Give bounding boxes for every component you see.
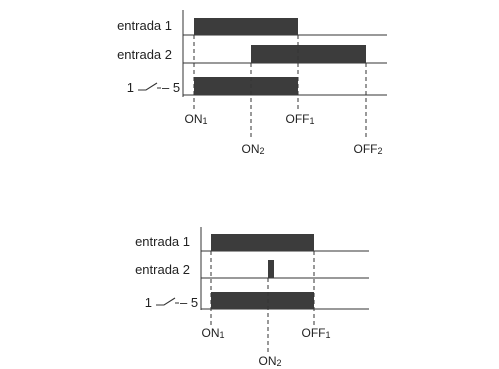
marker-off1: OFF1: [285, 112, 314, 126]
row-label-output-left: 1: [127, 80, 134, 95]
row-label-entrada-2: entrada 2: [135, 262, 190, 277]
row-label-entrada-1: entrada 1: [117, 18, 172, 33]
row-label-entrada-1: entrada 1: [135, 234, 190, 249]
pulse-output: [194, 77, 298, 95]
pulse-entrada-2: [268, 260, 274, 278]
row-label-entrada-2: entrada 2: [117, 47, 172, 62]
switch-contact-icon: [156, 297, 179, 306]
timing-diagram-top: entrada 1 entrada 2 1 – 5 ON1 ON2 OFF1 O…: [117, 10, 387, 156]
marker-off1: OFF1: [301, 326, 330, 340]
switch-contact-icon: [138, 82, 161, 91]
row-label-output-right: – 5: [180, 295, 198, 310]
pulse-entrada-1: [194, 18, 298, 35]
marker-on2: ON2: [241, 142, 264, 156]
pulse-entrada-1: [211, 234, 314, 251]
pulse-output: [211, 292, 314, 309]
marker-on2: ON2: [258, 354, 281, 368]
marker-on1: ON1: [184, 112, 207, 126]
timing-diagram-bottom: entrada 1 entrada 2 1 – 5 ON1 ON2 OFF1: [135, 227, 369, 368]
marker-off2: OFF2: [353, 142, 382, 156]
row-label-output-left: 1: [145, 295, 152, 310]
pulse-entrada-2: [251, 45, 366, 63]
marker-on1: ON1: [201, 326, 224, 340]
row-label-output-right: – 5: [162, 80, 180, 95]
